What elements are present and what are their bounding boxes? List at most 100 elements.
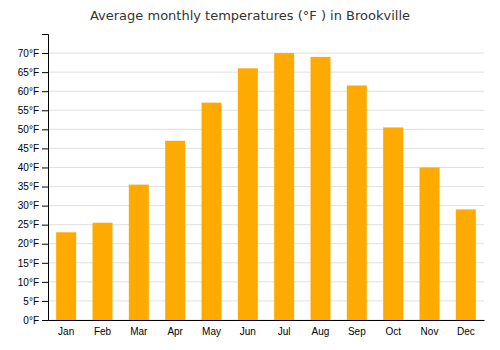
grid-line — [48, 148, 484, 149]
x-tick: May — [202, 326, 221, 337]
x-tick: Jul — [278, 326, 291, 337]
y-tick-label: 60°F — [18, 86, 39, 97]
x-tick: Oct — [385, 326, 401, 337]
x-tick-label: Mar — [130, 326, 148, 337]
y-tick-label: 35°F — [18, 181, 39, 192]
grid-line — [48, 110, 484, 111]
y-tick-mark — [42, 129, 48, 130]
y-tick: 65°F — [18, 67, 48, 78]
y-tick-label: 15°F — [18, 258, 39, 269]
x-tick: Apr — [167, 326, 183, 337]
x-tick-label: Aug — [312, 326, 330, 337]
x-tick-label: May — [202, 326, 221, 337]
bar — [56, 232, 76, 320]
bar — [93, 223, 113, 320]
x-tick-label: Jul — [278, 326, 291, 337]
y-tick-label: 0°F — [23, 315, 39, 326]
bar — [274, 53, 294, 320]
y-tick-label: 20°F — [18, 238, 39, 249]
x-tick-label: Jan — [58, 326, 74, 337]
grid-line — [48, 224, 484, 225]
y-tick: 10°F — [18, 277, 48, 288]
bar — [202, 103, 222, 320]
bars — [56, 53, 476, 320]
y-tick-label: 10°F — [18, 277, 39, 288]
x-tick: Jun — [240, 326, 256, 337]
y-tick: 55°F — [18, 105, 48, 116]
y-tick: 30°F — [18, 200, 48, 211]
bar — [129, 185, 149, 320]
x-tick-label: Apr — [167, 326, 183, 337]
y-tick: 70°F — [18, 48, 48, 59]
bar — [420, 167, 440, 320]
x-axis-line — [49, 320, 485, 321]
x-tick: Aug — [312, 326, 330, 337]
x-tick: Mar — [130, 326, 148, 337]
y-tick-mark — [42, 167, 48, 168]
grid-line — [48, 186, 484, 187]
x-tick-label: Sep — [348, 326, 366, 337]
bar — [347, 85, 367, 320]
chart: Average monthly temperatures (°F ) in Br… — [0, 0, 500, 350]
grid-line — [48, 205, 484, 206]
y-tick-mark — [42, 91, 48, 92]
x-tick: Sep — [348, 326, 366, 337]
y-tick: 45°F — [18, 143, 48, 154]
y-tick-mark — [42, 282, 48, 283]
y-tick-mark — [42, 206, 48, 207]
grid-line — [48, 167, 484, 168]
x-tick-label: Jun — [240, 326, 256, 337]
y-tick-label: 40°F — [18, 162, 39, 173]
y-tick: 0°F — [23, 315, 48, 326]
grid-line — [48, 300, 484, 301]
y-tick-label: 25°F — [18, 219, 39, 230]
y-tick: 50°F — [18, 124, 48, 135]
title: Average monthly temperatures (°F ) in Br… — [90, 8, 410, 23]
y-tick: 5°F — [23, 296, 48, 307]
y-tick-mark — [42, 110, 48, 111]
y-tick-mark — [42, 53, 48, 54]
grid — [48, 53, 484, 320]
y-tick-mark — [42, 72, 48, 73]
y-tick: 20°F — [18, 238, 48, 249]
grid-line — [48, 243, 484, 244]
x-axis: Jan Feb Mar Apr May Jun Jul Aug Sep Oct Nov Dec — [49, 321, 485, 338]
y-tick-mark — [42, 225, 48, 226]
y-tick: 15°F — [18, 258, 48, 269]
bar — [165, 141, 185, 320]
grid-line — [48, 262, 484, 263]
y-axis-line — [42, 35, 49, 321]
y-tick-label: 5°F — [23, 296, 39, 307]
y-tick-mark — [42, 320, 48, 321]
grid-line — [48, 129, 484, 130]
bar — [311, 57, 331, 320]
bar — [238, 68, 258, 320]
y-tick-mark — [42, 148, 48, 149]
y-tick: 40°F — [18, 162, 48, 173]
y-tick: 60°F — [18, 86, 48, 97]
plot: 0°F 5°F 10°F 15°F 20°F 25°F 30°F 35°F 40°F 45°F 50… — [18, 35, 485, 338]
y-tick: 25°F — [18, 219, 48, 230]
grid-line — [48, 53, 484, 54]
grid-line — [48, 320, 484, 321]
y-tick-mark — [42, 263, 48, 264]
y-tick-label: 45°F — [18, 143, 39, 154]
y-tick-label: 30°F — [18, 200, 39, 211]
grid-line — [48, 72, 484, 73]
x-tick: Nov — [421, 326, 439, 337]
x-tick-label: Nov — [421, 326, 439, 337]
bar — [383, 127, 403, 320]
bar — [456, 209, 476, 320]
x-tick-label: Dec — [457, 326, 475, 337]
x-tick: Jan — [58, 326, 74, 337]
grid-line — [48, 281, 484, 282]
y-tick-label: 65°F — [18, 67, 39, 78]
x-tick: Feb — [94, 326, 112, 337]
y-tick-label: 70°F — [18, 48, 39, 59]
y-tick-mark — [42, 187, 48, 188]
x-tick-label: Feb — [94, 326, 112, 337]
y-tick-label: 50°F — [18, 124, 39, 135]
y-tick-label: 55°F — [18, 105, 39, 116]
y-axis: 0°F 5°F 10°F 15°F 20°F 25°F 30°F 35°F 40°F 45°F 50… — [18, 35, 49, 326]
y-tick: 35°F — [18, 181, 48, 192]
